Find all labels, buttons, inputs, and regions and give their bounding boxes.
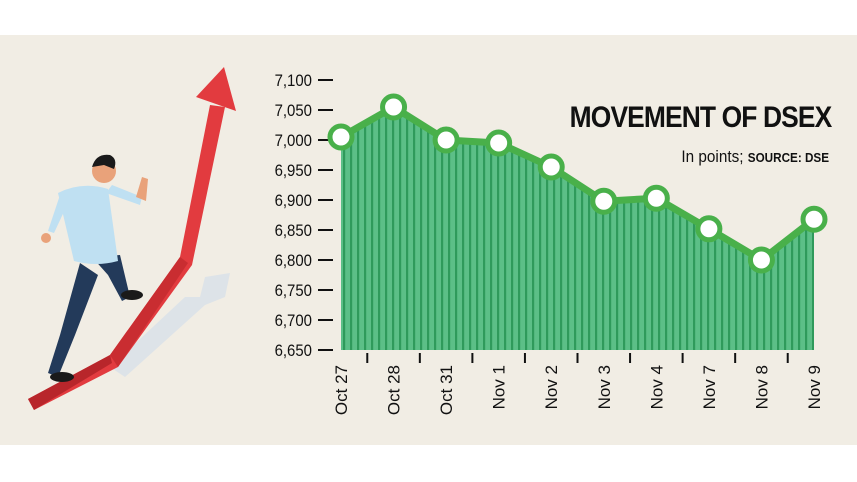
x-axis: Oct 27 Oct 28 Oct 31 Nov 1 Nov 2 Nov 3 Nov 4 No… — [332, 353, 824, 415]
shadow-arrow-icon — [110, 273, 230, 377]
businessman-icon — [41, 154, 148, 382]
x-tick-label: Nov 4 — [647, 365, 666, 409]
y-tick-label: 7,050 — [275, 102, 313, 120]
data-point-oct-28 — [380, 93, 408, 121]
x-tick-label: Oct 27 — [332, 365, 351, 415]
y-tick-label: 6,800 — [275, 252, 313, 270]
y-axis: 7,100 7,050 7,000 6,950 6,900 6,850 6,800 6,750… — [275, 72, 333, 360]
data-point-nov-4 — [642, 184, 670, 212]
y-tick-label: 7,100 — [275, 72, 313, 90]
x-tick-label: Oct 28 — [385, 365, 404, 415]
data-point-nov-1 — [485, 129, 513, 157]
data-point-oct-31 — [432, 126, 460, 154]
series-line — [339, 103, 817, 264]
data-point-nov-9 — [800, 205, 828, 233]
y-tick-label: 6,950 — [275, 162, 313, 180]
y-tick-label: 6,900 — [275, 192, 313, 210]
chart-panel: 7,100 7,050 7,000 6,950 6,900 6,850 6,800 6,750… — [0, 35, 857, 445]
area-layer — [341, 107, 814, 350]
y-tick-label: 6,700 — [275, 312, 313, 330]
subtitle-source: SOURCE: DSE — [747, 150, 829, 165]
chart-subtitle: In points; SOURCE: DSE — [681, 147, 829, 167]
y-tick-label: 6,650 — [275, 342, 313, 360]
x-tick-label: Nov 8 — [752, 365, 771, 409]
y-tick-label: 6,750 — [275, 282, 313, 300]
x-tick-label: Nov 2 — [542, 365, 561, 409]
marker-layer — [327, 93, 828, 274]
x-tick-label: Nov 1 — [490, 365, 509, 409]
red-arrow-head-icon — [196, 67, 236, 111]
data-point-oct-27 — [327, 123, 355, 151]
dsex-chart: 7,100 7,050 7,000 6,950 6,900 6,850 6,800 6,750… — [28, 67, 828, 415]
data-point-nov-8 — [747, 246, 775, 274]
chart-title: MOVEMENT OF DSEX — [569, 101, 832, 134]
area-fill — [341, 107, 814, 350]
y-tick-label: 7,000 — [275, 132, 313, 150]
data-point-nov-3 — [590, 187, 618, 215]
subtitle-unit: In points; — [681, 147, 744, 166]
line-layer — [339, 103, 817, 264]
data-point-nov-2 — [537, 153, 565, 181]
x-tick-label: Nov 7 — [700, 365, 719, 409]
x-tick-label: Nov 3 — [595, 365, 614, 409]
data-point-nov-7 — [695, 215, 723, 243]
x-tick-label: Nov 9 — [805, 365, 824, 409]
businessman-arrow-illustration — [28, 67, 236, 410]
x-tick-label: Oct 31 — [437, 365, 456, 415]
y-tick-label: 6,850 — [275, 222, 313, 240]
